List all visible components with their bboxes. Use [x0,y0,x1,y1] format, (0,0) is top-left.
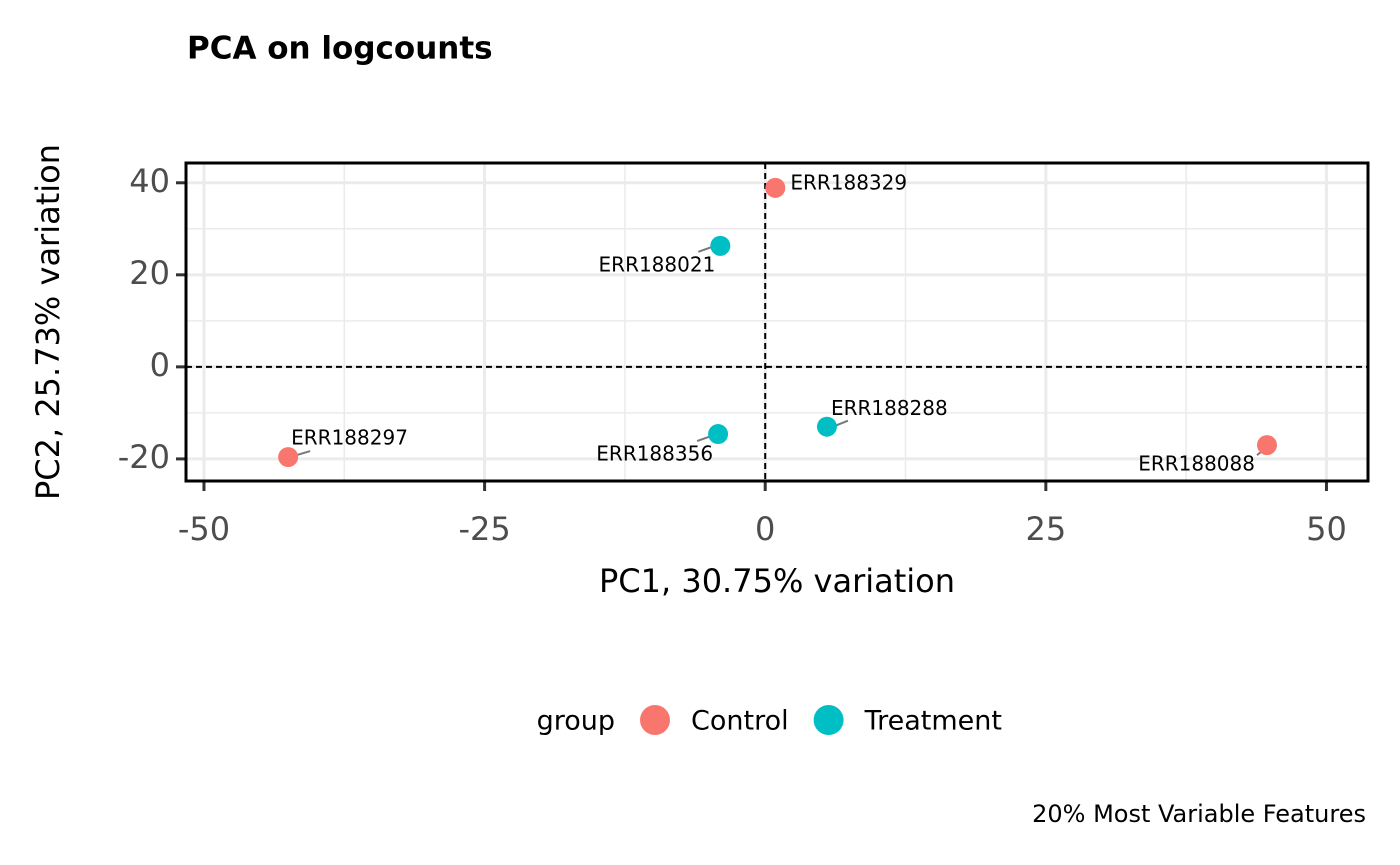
plot-border [184,161,1370,483]
point-label: ERR188088 [1138,452,1255,476]
caption: 20% Most Variable Features [1032,800,1366,828]
y-tick-label: 20 [129,254,170,292]
point [816,416,837,437]
point [765,177,786,198]
point [710,235,731,256]
x-axis-label: PC1, 30.75% variation [599,562,955,600]
point-label: ERR188297 [291,426,408,450]
y-axis-label: PC2, 25.73% variation [29,144,67,500]
point [708,424,729,445]
point-label: ERR188021 [599,252,716,276]
y-tick-label: -20 [118,438,170,476]
chart-title: PCA on logcounts [187,31,493,67]
legend-marker [813,705,844,735]
legend-label: Control [691,706,789,737]
point-label: ERR188288 [831,396,948,420]
point-label: ERR188356 [596,442,713,466]
legend-marker [640,705,670,735]
point [1256,435,1277,456]
x-tick-label: 50 [1306,510,1347,548]
x-tick-label: -50 [178,510,230,548]
y-tick-label: 0 [150,346,170,384]
legend-title: group [537,706,615,737]
x-tick-label: 0 [755,510,775,548]
point-label: ERR188329 [790,170,907,194]
legend-label: Treatment [864,706,1002,737]
label-connector [697,245,713,253]
x-tick-label: 25 [1025,510,1066,548]
y-tick-label: 40 [129,162,170,200]
point [278,447,299,468]
x-tick-label: -25 [458,510,510,548]
